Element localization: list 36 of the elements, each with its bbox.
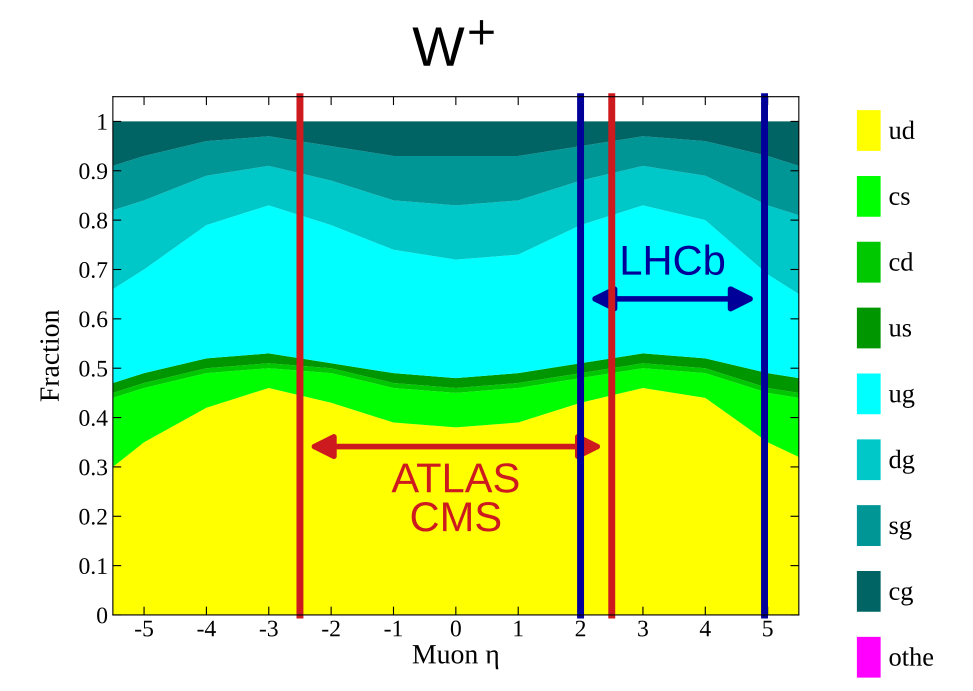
y-tick-label: 0.1 (79, 558, 107, 574)
legend-label: cd (890, 252, 914, 271)
y-tick-label: 0.8 (79, 212, 108, 229)
x-tick-label: -2 (322, 620, 340, 636)
x-tick-label: 2 (576, 620, 586, 636)
y-axis-title: Fraction (40, 310, 59, 402)
y-tick-label: 0 (97, 607, 108, 624)
x-tick-label: 5 (763, 620, 773, 636)
legend-label: cg (890, 586, 913, 606)
y-tick-label: 0.6 (79, 311, 108, 328)
annotation: ATLAS CMS (391, 463, 518, 532)
x-tick-label: 3 (638, 620, 648, 636)
x-tick-label: 4 (700, 620, 711, 636)
legend-label: dg (890, 450, 914, 474)
legend-label: us (888, 324, 912, 337)
legend-label: othe (890, 647, 934, 666)
legend-label: ud (888, 120, 915, 140)
y-tick-label: 0.2 (79, 508, 107, 525)
legend-label: sg (890, 520, 912, 540)
legend-label: cs (890, 192, 910, 205)
y-tick-label: 0.9 (79, 163, 108, 180)
x-tick-label: -1 (384, 620, 402, 636)
x-tick-label: 0 (450, 620, 461, 636)
x-tick-label: -5 (135, 620, 153, 636)
annotation: LHCb (622, 244, 724, 276)
y-tick-label: 1 (98, 114, 107, 130)
x-tick-label: 1 (514, 620, 523, 636)
y-tick-label: 0.4 (79, 410, 108, 426)
x-tick-label: -4 (197, 620, 216, 636)
chart-title: W$^{+}$ (412, 20, 494, 66)
y-tick-label: 0.3 (79, 459, 108, 476)
y-tick-label: 0.5 (79, 360, 108, 377)
x-axis-title: Muon η (412, 645, 498, 670)
legend-label: ug (888, 388, 914, 408)
x-tick-label: -3 (260, 620, 278, 636)
y-tick-label: 0.7 (79, 262, 108, 278)
